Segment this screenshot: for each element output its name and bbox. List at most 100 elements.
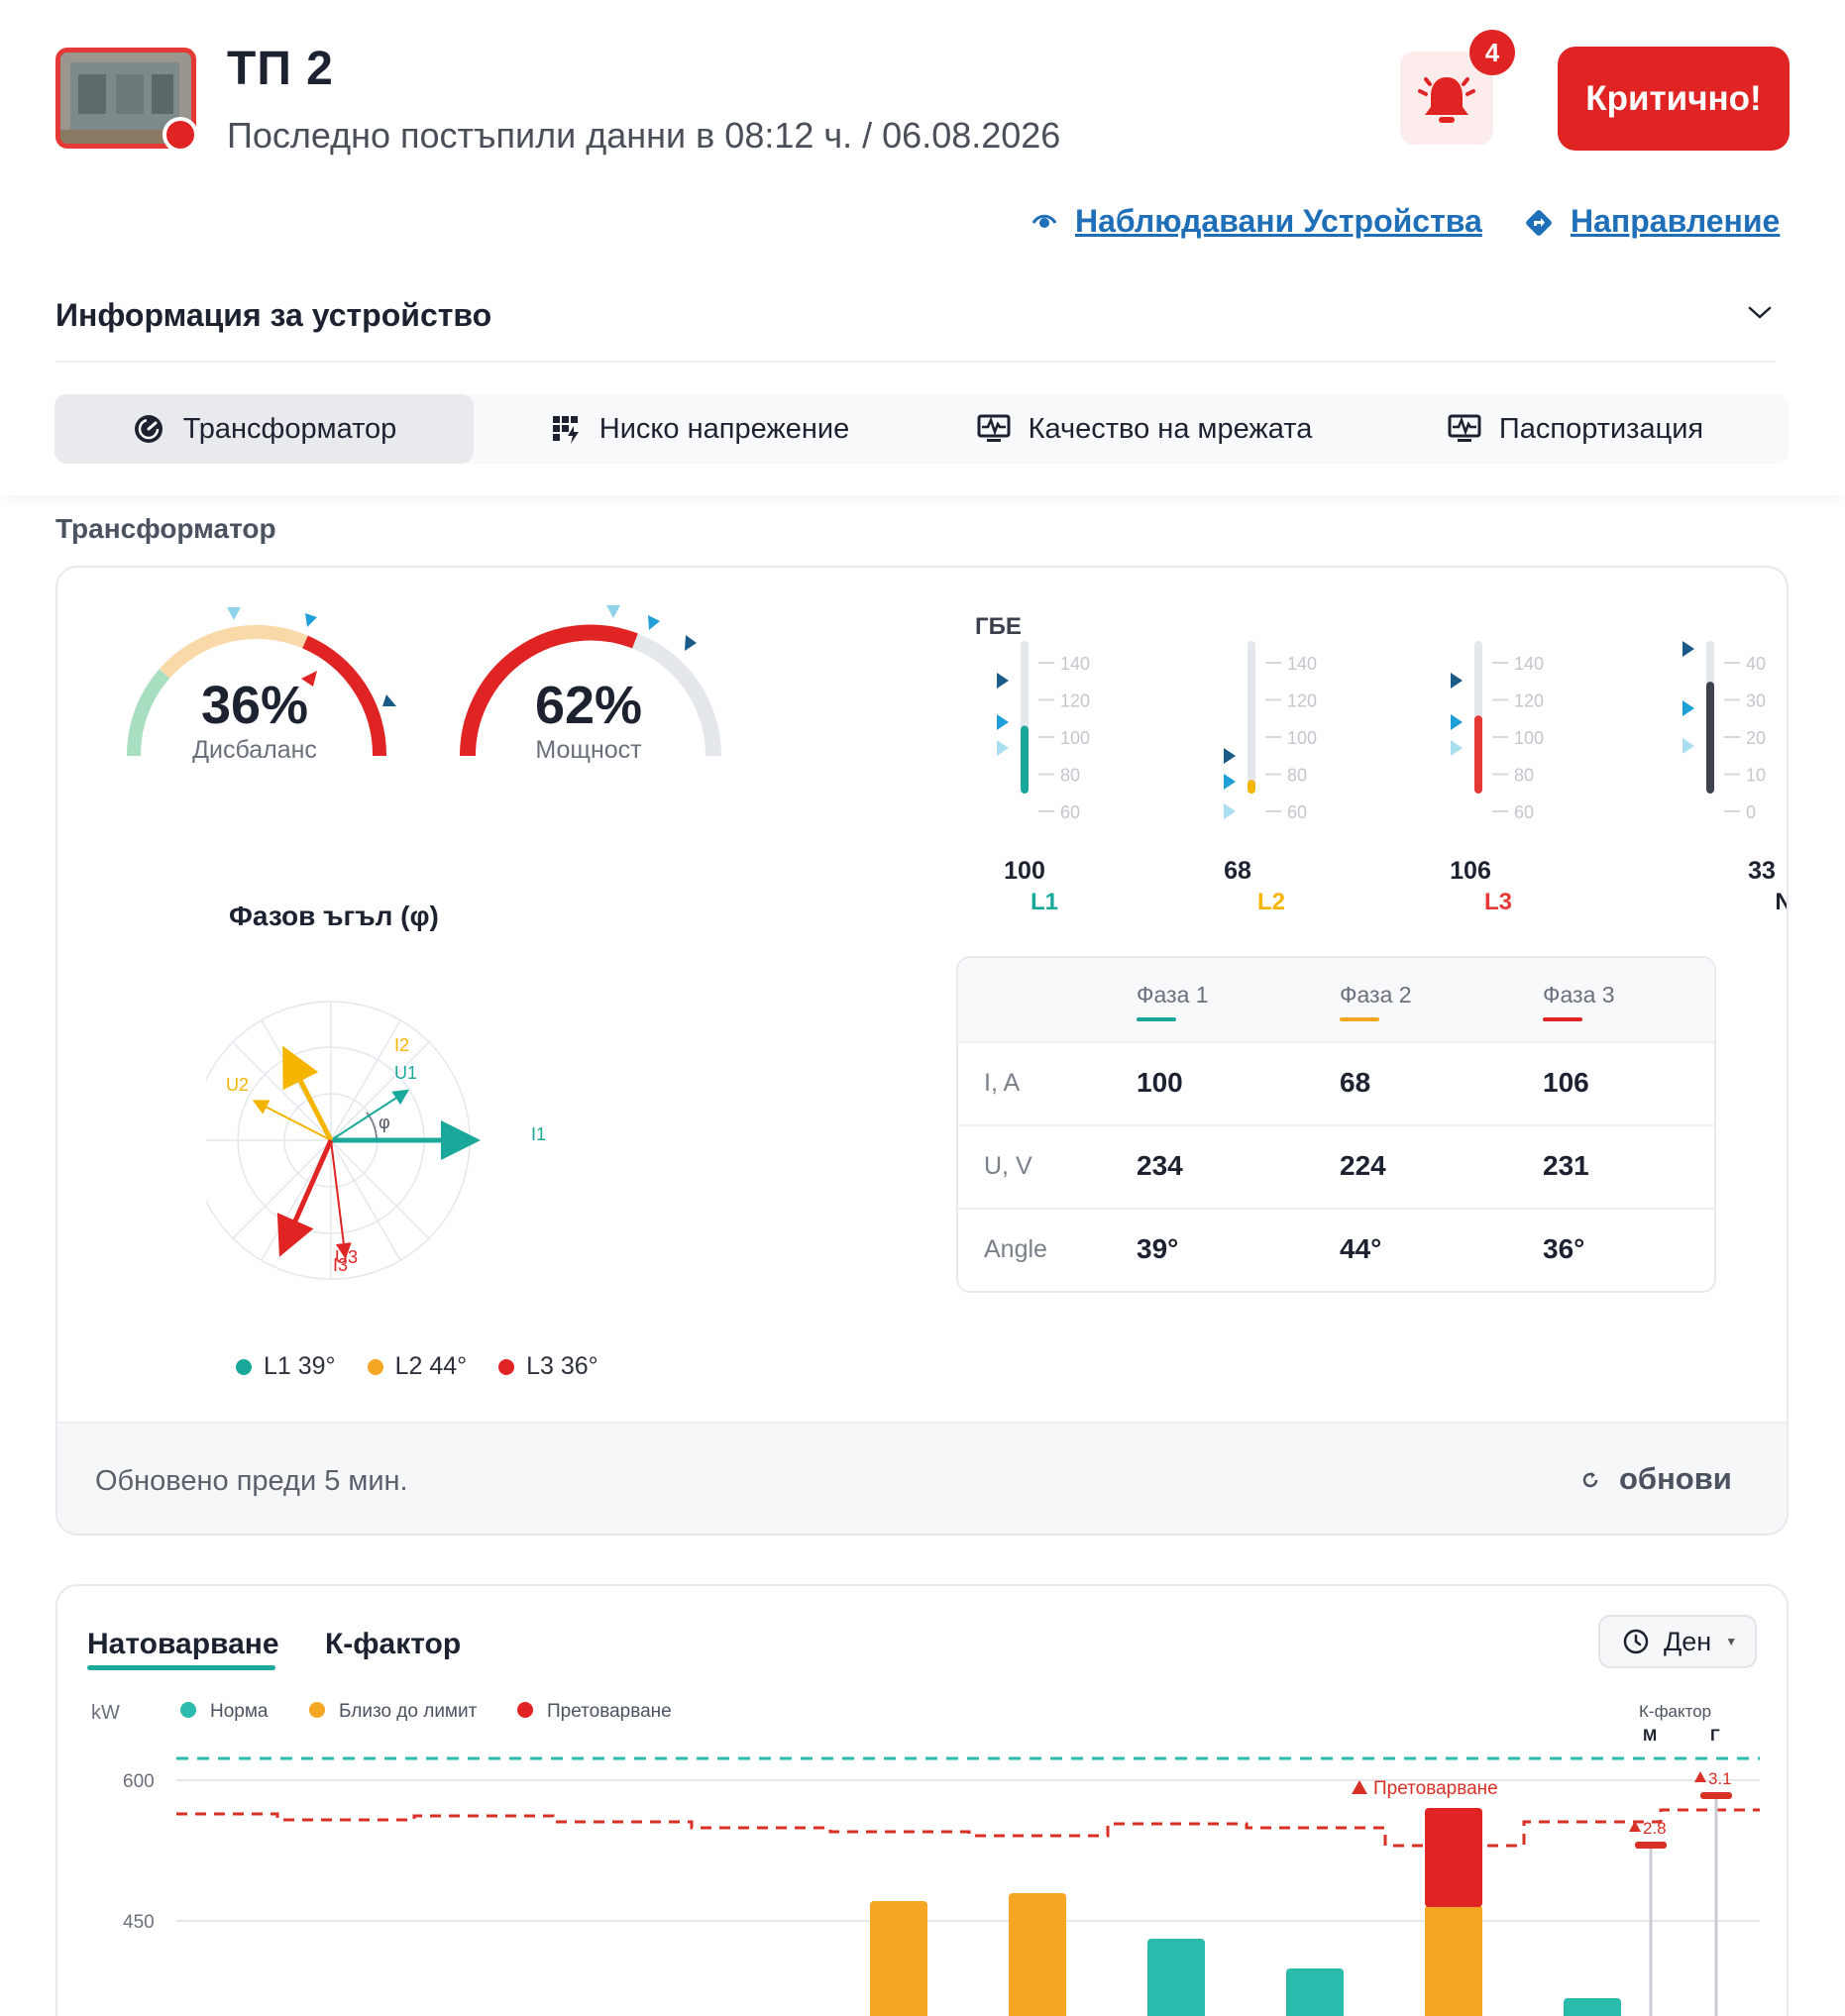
threshold-marker bbox=[1682, 700, 1694, 716]
threshold-marker bbox=[1451, 673, 1463, 689]
vector-label-u3: U3 bbox=[335, 1247, 358, 1267]
meter-tick-label: 30 bbox=[1746, 691, 1766, 711]
vector-label-i3: I3 bbox=[333, 1255, 348, 1275]
active-tab-underline bbox=[87, 1665, 275, 1670]
meter-value: 106 bbox=[1450, 857, 1491, 885]
k-factor-value: 2.8 bbox=[1643, 1819, 1667, 1838]
substation-photo[interactable] bbox=[55, 48, 196, 149]
tab-grid-quality[interactable]: Качество на мрежата bbox=[926, 394, 1362, 464]
meter-tick-label: 40 bbox=[1746, 654, 1766, 674]
bar[interactable] bbox=[1564, 1998, 1621, 2016]
vector-label-i1: I1 bbox=[531, 1124, 546, 1144]
meter-tick-label: 10 bbox=[1746, 766, 1766, 786]
chevron-down-icon[interactable] bbox=[1746, 301, 1774, 323]
overload-limit-line bbox=[176, 1808, 1760, 1848]
phase-legend: L1 39° L2 44° L3 36° bbox=[236, 1352, 630, 1381]
k-factor-marker[interactable] bbox=[1700, 1792, 1732, 1799]
cell-value: 44° bbox=[1340, 1233, 1382, 1264]
threshold-marker bbox=[997, 673, 1009, 689]
cell-value: 68 bbox=[1340, 1067, 1371, 1098]
phi-label: φ bbox=[379, 1113, 390, 1132]
power-value: 62% bbox=[534, 676, 643, 735]
last-data-timestamp: Последно постъпили данни в 08:12 ч. / 06… bbox=[227, 115, 1061, 156]
gauges bbox=[126, 605, 722, 757]
tab-low-voltage[interactable]: Ниско напрежение bbox=[491, 394, 908, 464]
cell-value: 100 bbox=[1137, 1067, 1183, 1098]
refresh-button[interactable]: обнови bbox=[1619, 1461, 1732, 1496]
meter-tick-label: 80 bbox=[1287, 766, 1307, 786]
monitored-devices-link[interactable]: Наблюдавани Устройства bbox=[1075, 203, 1482, 239]
meter-tick-label: 80 bbox=[1514, 766, 1534, 786]
meter-tick-label: 120 bbox=[1514, 691, 1544, 711]
refresh-icon[interactable] bbox=[1579, 1469, 1601, 1491]
clock-icon bbox=[1623, 1629, 1649, 1654]
meter-tick-label: 60 bbox=[1060, 802, 1080, 822]
device-header: ТП 2 Последно постъпили данни в 08:12 ч.… bbox=[0, 0, 1845, 495]
meter-name: L2 bbox=[1256, 889, 1285, 915]
meter-value: 33 bbox=[1748, 857, 1776, 885]
cell-value: 234 bbox=[1137, 1150, 1183, 1181]
bar[interactable] bbox=[870, 1901, 927, 2016]
monitor-wave-icon bbox=[1448, 414, 1481, 442]
cell-value: 36° bbox=[1543, 1233, 1585, 1264]
divider bbox=[55, 361, 1776, 363]
direction-icon bbox=[1526, 210, 1552, 236]
meter-tick-label: 60 bbox=[1514, 802, 1534, 822]
meter-tick-label: 140 bbox=[1287, 654, 1317, 674]
bar[interactable] bbox=[1286, 1968, 1344, 2016]
page-title: ТП 2 bbox=[227, 43, 334, 95]
meter-fill bbox=[1248, 780, 1255, 794]
direction-link[interactable]: Направление bbox=[1571, 203, 1781, 239]
imbalance-label: Дисбаланс bbox=[192, 736, 317, 764]
grid-bolt-icon bbox=[552, 416, 579, 444]
meter-tick-label: 100 bbox=[1287, 728, 1317, 748]
bar[interactable] bbox=[1009, 1893, 1066, 2016]
gbe-meter-l3: 140 120 100 80 60 bbox=[1451, 641, 1544, 822]
card-footer: Обновено преди 5 мин. обнови bbox=[57, 1422, 1787, 1534]
cell-value: 231 bbox=[1543, 1150, 1589, 1181]
threshold-marker bbox=[1224, 748, 1236, 764]
meter-track bbox=[1248, 641, 1255, 794]
bar[interactable] bbox=[1425, 1905, 1482, 2016]
gbe-meter-n: 40 30 20 10 0 bbox=[1682, 641, 1766, 822]
tab-label: Ниско напрежение bbox=[598, 412, 850, 445]
meter-tick-label: 20 bbox=[1746, 728, 1766, 748]
meter-tick-label: 120 bbox=[1060, 691, 1090, 711]
critical-status-button[interactable]: Критично! bbox=[1558, 47, 1790, 151]
bell-icon bbox=[1418, 77, 1475, 123]
meter-tick-label: 0 bbox=[1746, 802, 1756, 822]
tab-load[interactable]: Натоварване bbox=[87, 1628, 279, 1660]
meter-fill bbox=[1474, 715, 1482, 794]
tab-label: Качество на мрежата bbox=[1028, 412, 1313, 445]
eye-icon bbox=[1031, 214, 1057, 228]
bar[interactable] bbox=[1147, 1939, 1205, 2016]
column-header: Фаза 3 bbox=[1543, 982, 1615, 1008]
tab-passport[interactable]: Паспортизация bbox=[1382, 394, 1769, 464]
tab-k-factor[interactable]: К-фактор bbox=[325, 1628, 462, 1660]
bar-overload-segment[interactable] bbox=[1425, 1808, 1482, 1907]
threshold-marker bbox=[997, 740, 1009, 756]
meter-name: N bbox=[1744, 889, 1787, 916]
column-header: Фаза 2 bbox=[1340, 982, 1412, 1008]
meter-tick-label: 140 bbox=[1514, 654, 1544, 674]
row-label: I, A bbox=[984, 1069, 1021, 1097]
legend-item-l1: L1 39° bbox=[236, 1352, 336, 1381]
row-label: Angle bbox=[984, 1235, 1047, 1263]
section-title: Трансформатор bbox=[55, 513, 276, 544]
cell-value: 224 bbox=[1340, 1150, 1386, 1181]
meter-tick-label: 120 bbox=[1287, 691, 1317, 711]
legend-label: Близо до лимит bbox=[339, 1701, 478, 1722]
tab-transformer[interactable]: Трансформатор bbox=[54, 394, 474, 464]
k-factor-marker[interactable] bbox=[1635, 1842, 1667, 1849]
monitor-wave-icon bbox=[977, 414, 1011, 442]
k-factor-column: М bbox=[1643, 1726, 1657, 1745]
legend-label: Норма bbox=[210, 1701, 269, 1722]
table-row: U, V 234 224 231 bbox=[958, 1126, 1714, 1210]
imbalance-value: 36% bbox=[200, 676, 309, 735]
status-dot bbox=[163, 117, 198, 153]
period-select[interactable]: Ден ▼ bbox=[1598, 1615, 1757, 1668]
load-chart: kW Норма Близо до лимит Претоварване К-факто… bbox=[91, 1701, 1760, 2016]
threshold-marker bbox=[1451, 714, 1463, 730]
meter-name: L1 bbox=[1030, 889, 1058, 915]
alerts-count-badge: 4 bbox=[1469, 30, 1515, 75]
